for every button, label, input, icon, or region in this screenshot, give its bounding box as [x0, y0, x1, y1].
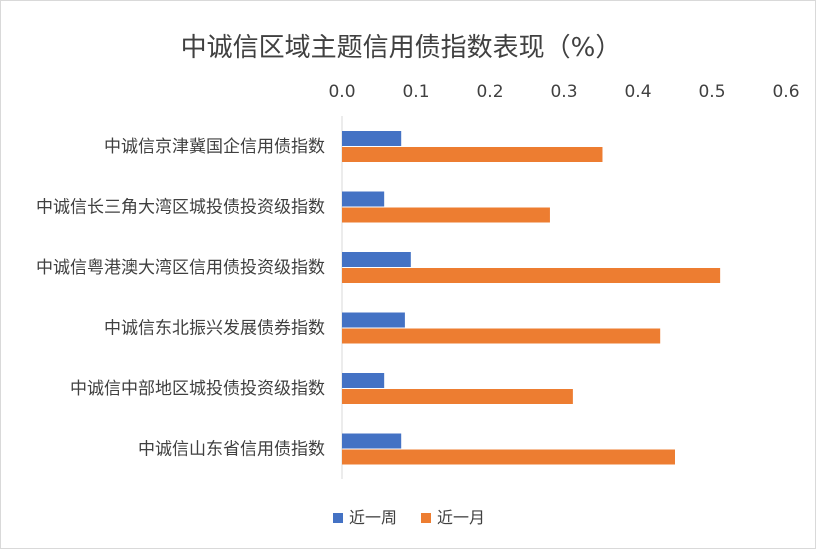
x-tick-label: 0.3 [550, 82, 577, 102]
x-tick-label: 0.0 [328, 82, 355, 102]
bar-month [342, 389, 573, 404]
category-label: 中诚信京津冀国企信用债指数 [104, 137, 325, 157]
bar-month [342, 268, 721, 283]
x-tick-label: 0.1 [402, 82, 429, 102]
bar-week [342, 252, 411, 267]
bar-month [342, 328, 661, 344]
legend-swatch [421, 513, 431, 523]
bar-month [342, 147, 603, 162]
x-tick-label: 0.2 [476, 82, 503, 102]
bar-week [342, 131, 402, 146]
x-tick-label: 0.5 [698, 82, 725, 102]
bar-week [342, 191, 385, 207]
chart-title: 中诚信区域主题信用债指数表现（%） [181, 33, 622, 63]
category-label: 中诚信中部地区城投债投资级指数 [70, 379, 325, 399]
bar-month [342, 449, 675, 465]
category-label: 中诚信粤港澳大湾区信用债投资级指数 [36, 258, 325, 278]
legend-swatch [333, 513, 343, 523]
legend: 近一周 近一月 [333, 508, 485, 527]
legend-label: 近一月 [437, 508, 485, 527]
category-label: 中诚信山东省信用债指数 [138, 440, 325, 460]
legend-label: 近一周 [349, 508, 397, 527]
bar-week [342, 312, 405, 328]
bars [342, 131, 721, 465]
category-label: 中诚信东北振兴发展债券指数 [104, 319, 325, 339]
bar-week [342, 433, 402, 449]
category-labels: 中诚信京津冀国企信用债指数中诚信长三角大湾区城投债投资级指数中诚信粤港澳大湾区信… [36, 137, 325, 460]
x-tick-label: 0.6 [772, 82, 799, 102]
bar-month [342, 207, 550, 223]
category-label: 中诚信长三角大湾区城投债投资级指数 [36, 198, 325, 218]
bar-week [342, 373, 385, 388]
x-tick-label: 0.4 [624, 82, 651, 102]
x-axis-ticks: 0.0 0.1 0.2 0.3 0.4 0.5 0.6 [328, 82, 799, 102]
